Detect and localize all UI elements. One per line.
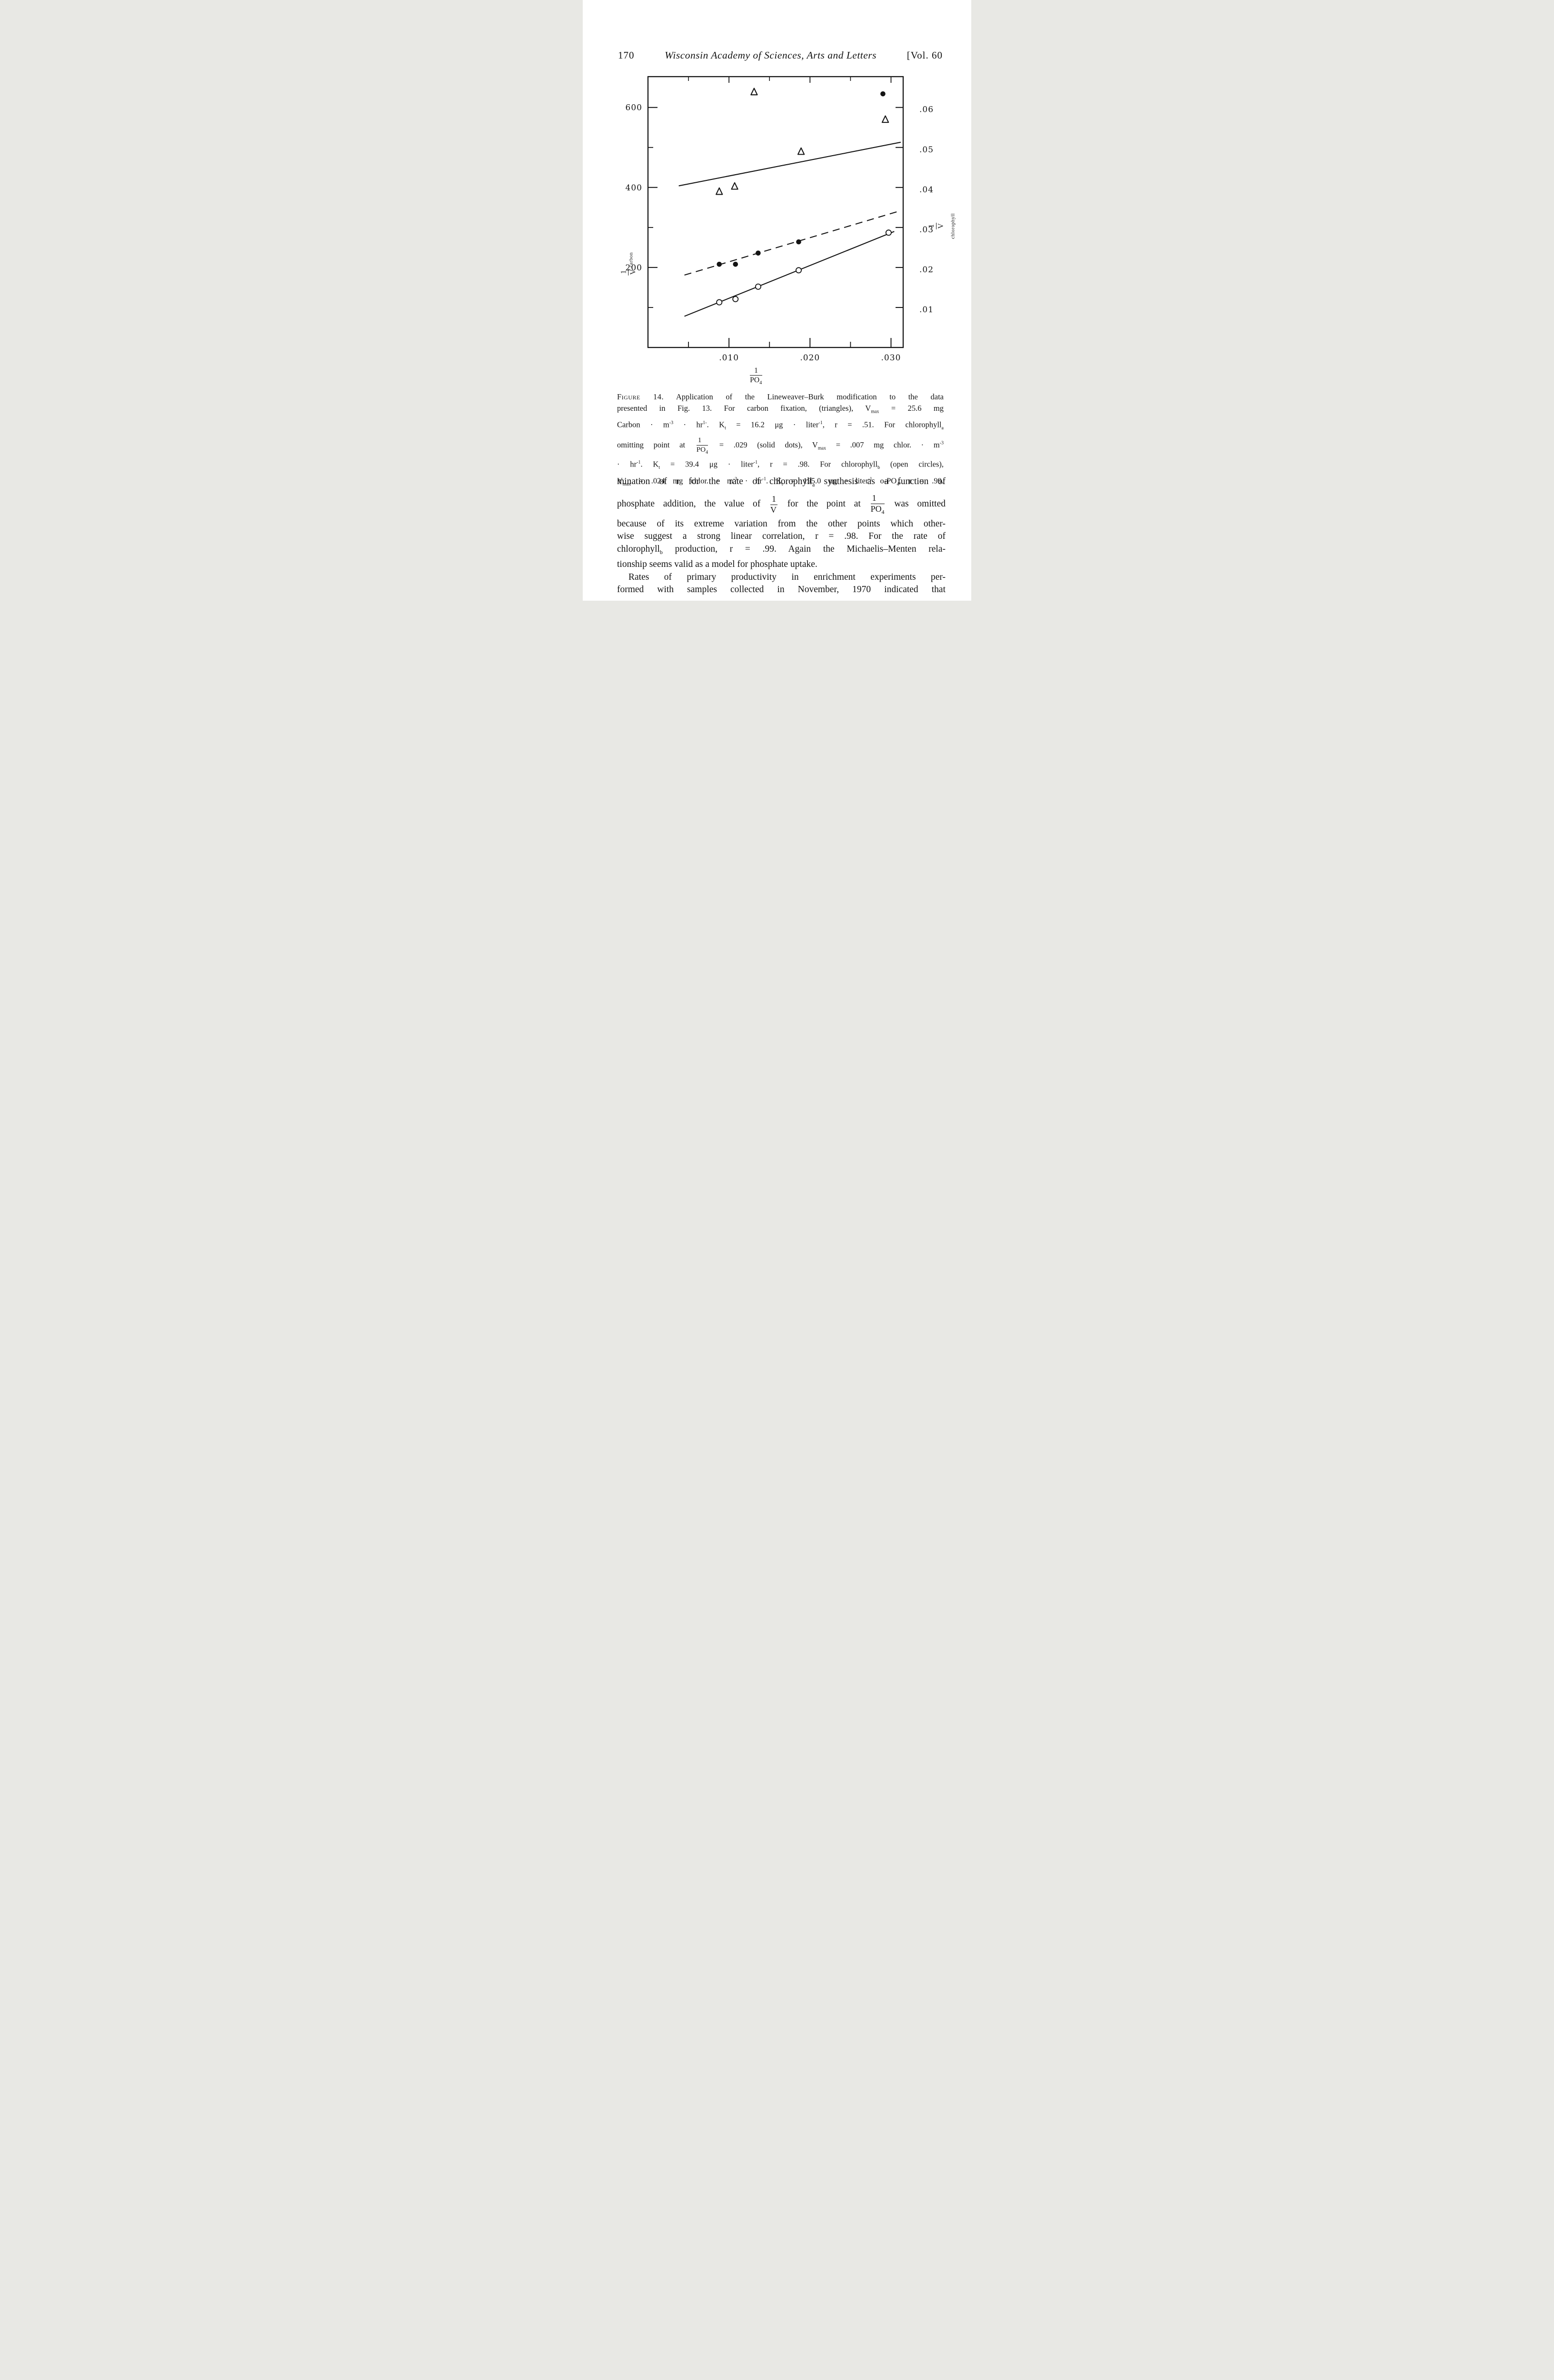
data-point-filled-dot: [880, 91, 886, 97]
lineweaver-burk-plot: .010 .020 .030 600 400 200 .06 .05 .04 .03 .02 .01: [626, 76, 934, 363]
journal-page: 170 Wisconsin Academy of Sciences, Arts …: [583, 0, 971, 601]
caption-line-2: presented in Fig. 13. For carbon fixatio…: [617, 404, 944, 415]
plot-frame: [647, 76, 904, 348]
series-dot-filled: [717, 91, 886, 267]
body-line-8: formed with samples collected in Novembe…: [617, 585, 946, 595]
svg-text:.05: .05: [919, 145, 934, 155]
journal-title: Wisconsin Academy of Sciences, Arts and …: [665, 50, 877, 61]
data-point-open-circle: [795, 267, 802, 274]
page-header: 170 Wisconsin Academy of Sciences, Arts …: [618, 50, 943, 61]
figure-14: .010.020.030 600 400 200.06.05.04.03.02.01 …: [583, 69, 971, 383]
body-line-7: Rates of primary productivity in enrichm…: [628, 572, 946, 582]
data-point-open-circle: [755, 283, 761, 290]
y-axis-left-tick-labels: 600 400 200: [626, 103, 642, 273]
data-point-triangle: [797, 147, 805, 155]
y-axis-right-ticks: [896, 107, 903, 308]
svg-text:.020: .020: [800, 353, 820, 363]
data-point-filled-dot: [796, 239, 801, 245]
svg-text:.06: .06: [919, 105, 934, 115]
svg-text:.02: .02: [919, 265, 934, 275]
svg-text:600: 600: [626, 103, 642, 113]
caption-line-4: omitting point at 1 PO4 = .029 (solid dot…: [617, 436, 944, 455]
svg-text:.01: .01: [919, 305, 934, 315]
svg-text:.030: .030: [881, 353, 901, 363]
caption-line-1: Figure 14. Application of the Lineweaver…: [617, 392, 944, 401]
fit-line-triangle-open: [678, 141, 901, 187]
y-axis-right-tick-labels: .06 .05 .04 .03 .02 .01: [919, 105, 934, 315]
caption-line-6: Vmax = .024 mg chlor. · m-3 · hr-1. Kt =…: [617, 476, 944, 487]
body-line-6: tionship seems valid as a model for phos…: [617, 559, 817, 570]
caption-line-3: Carbon · m-3 · hr1-. Kt = 16.2 μg · lite…: [617, 420, 944, 431]
body-line-4: wise suggest a strong linear correlation…: [617, 531, 946, 542]
data-point-triangle: [750, 88, 758, 96]
data-point-filled-dot: [733, 261, 738, 267]
x-axis-tick-labels: .010 .020 .030: [719, 353, 901, 363]
data-point-open-circle: [885, 229, 892, 236]
svg-text:.03: .03: [919, 225, 934, 235]
volume-label: [Vol. 60: [906, 50, 943, 61]
body-line-3: because of its extreme variation from th…: [617, 518, 946, 529]
series-triangle-open: [716, 88, 889, 195]
caption-line-5: · hr-1. Kt = 39.4 μg · liter-1, r = .98.…: [617, 459, 944, 470]
fit-line-dot-filled: [684, 210, 901, 276]
x-axis-ticks: [688, 77, 892, 347]
data-point-filled-dot: [756, 250, 761, 256]
svg-text:200: 200: [626, 263, 642, 273]
data-point-triangle: [731, 182, 738, 190]
svg-text:.04: .04: [919, 185, 934, 195]
svg-text:400: 400: [626, 183, 642, 193]
body-line-1: mination of r for the rate of chlorophyl…: [617, 476, 946, 488]
data-point-triangle: [881, 115, 889, 123]
fit-lines: [678, 141, 901, 317]
svg-text:.010: .010: [719, 353, 739, 363]
x-axis-label: 1 PO4: [750, 367, 762, 386]
data-point-triangle: [716, 187, 723, 195]
data-point-filled-dot: [717, 261, 722, 267]
data-point-open-circle: [716, 299, 723, 306]
figure-caption: Figure 14. Application of the Lineweaver…: [617, 391, 944, 490]
body-line-5: chlorophyllb production, r = .99. Again …: [617, 544, 946, 555]
page-number: 170: [618, 50, 635, 61]
body-text: mination of r for the rate of chlorophyl…: [617, 476, 946, 596]
y-axis-left-ticks: [648, 107, 657, 308]
data-point-open-circle: [732, 296, 739, 302]
series-circle-open: [716, 229, 892, 306]
